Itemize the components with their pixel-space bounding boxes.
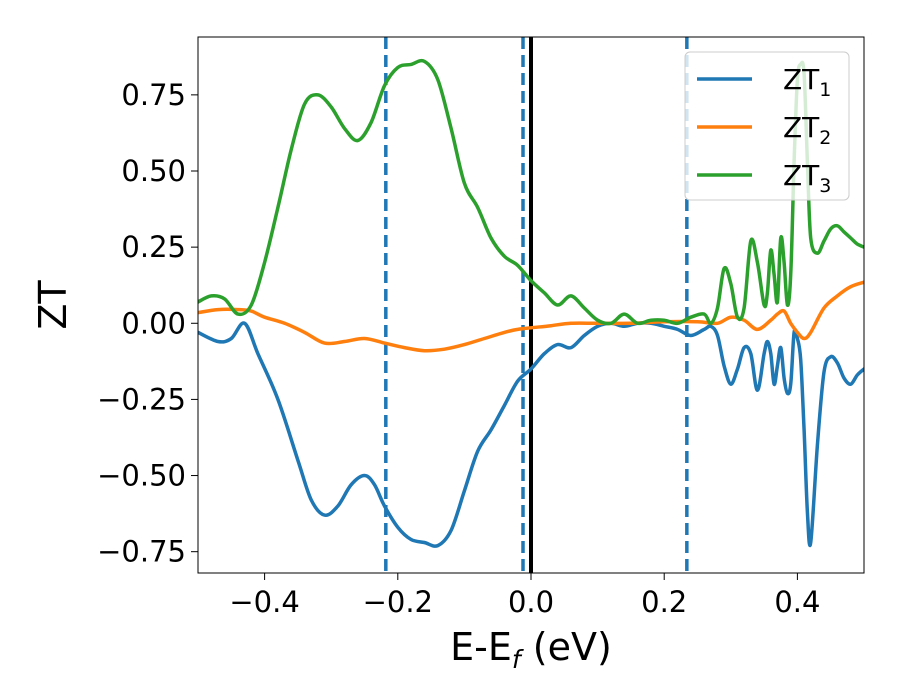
y-tick-label: −0.25 — [97, 382, 186, 416]
x-tick-label: 0.2 — [641, 585, 687, 619]
legend-label-zt3: ZT3 — [783, 159, 831, 197]
legend-label-zt2: ZT2 — [783, 111, 831, 149]
vertical-reference-lines — [384, 37, 689, 573]
legend-box — [684, 51, 850, 201]
x-tick-label: −0.4 — [229, 585, 299, 619]
y-tick-label: −0.75 — [97, 535, 186, 569]
x-axis-ticks: −0.4 −0.2 0.0 0.2 0.4 — [229, 573, 820, 619]
y-axis-ticks: −0.75 −0.50 −0.25 0.00 0.25 0.50 0.75 — [97, 78, 198, 569]
x-axis-label: E-Ef (eV) — [450, 625, 612, 674]
x-tick-label: 0.4 — [774, 585, 820, 619]
x-tick-label: −0.2 — [363, 585, 433, 619]
x-tick-label: 0.0 — [508, 585, 554, 619]
y-tick-label: −0.50 — [97, 459, 186, 493]
y-tick-label: 0.50 — [121, 154, 186, 188]
series-line-zt1 — [198, 321, 864, 548]
x-axis-label-unit: (eV) — [521, 625, 612, 669]
x-axis-label-main: E-E — [450, 625, 512, 669]
series-line-zt2 — [198, 280, 864, 353]
y-tick-label: 0.00 — [121, 306, 186, 340]
legend-label-zt1: ZT1 — [783, 63, 831, 101]
y-tick-label: 0.75 — [121, 78, 186, 112]
y-axis-label: ZT — [31, 280, 75, 330]
legend: ZT1 ZT2 ZT3 — [684, 51, 850, 201]
y-tick-label: 0.25 — [121, 230, 186, 264]
